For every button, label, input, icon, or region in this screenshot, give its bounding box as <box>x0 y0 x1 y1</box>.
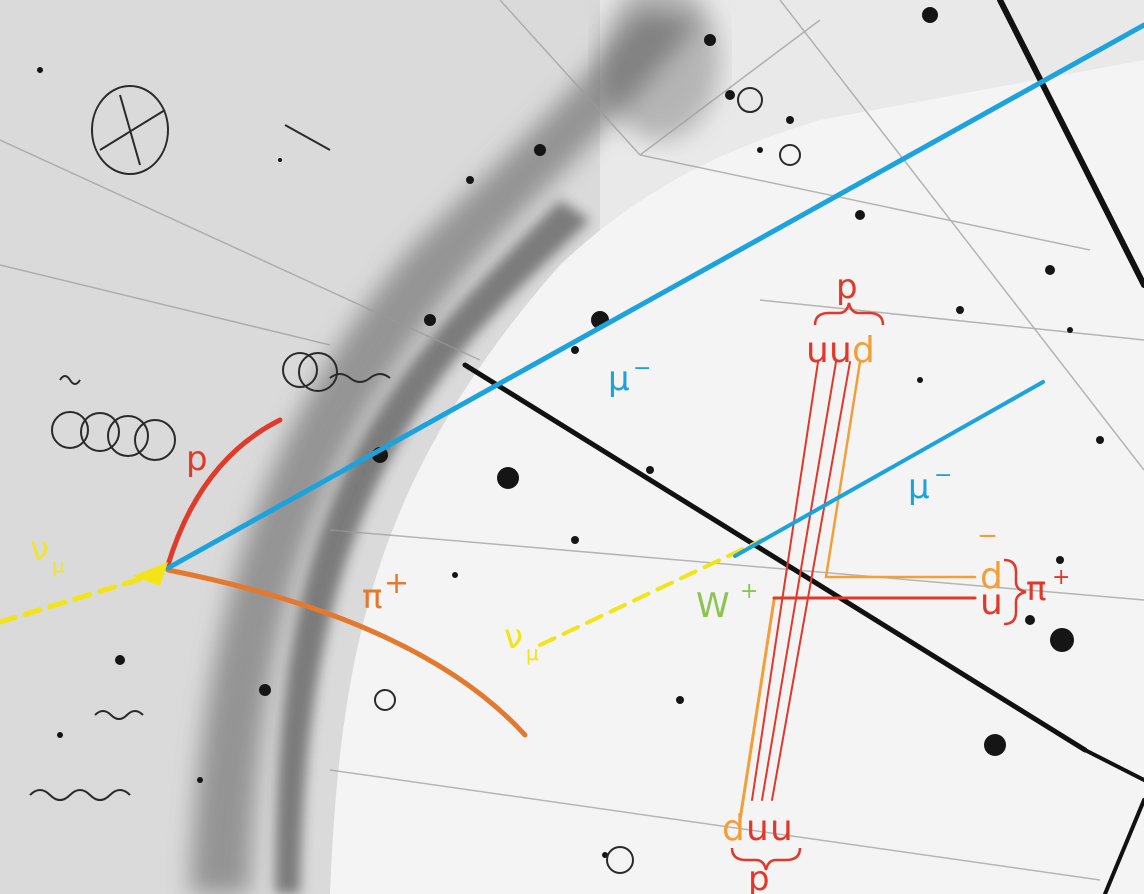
svg-text:π: π <box>362 577 382 617</box>
pion-quark-u: u <box>980 582 1003 623</box>
feynman-muon-line <box>733 380 1045 558</box>
top-quark-2: u <box>829 330 852 371</box>
top-brace <box>813 302 885 326</box>
photo-dark-blotch <box>600 0 720 140</box>
chamber-boundary-lines <box>462 0 1144 894</box>
svg-text:+: + <box>740 579 758 604</box>
pion-quarks: ‾ d u π + <box>979 531 1070 626</box>
proton-track-label: p <box>186 439 208 479</box>
pion-track-label: π + <box>362 566 409 617</box>
svg-text:ν: ν <box>30 529 49 569</box>
feynman-diagram <box>538 360 1045 822</box>
muon-track <box>165 22 1144 571</box>
quark-line-d-bottom <box>738 598 776 822</box>
photo-dark-band <box>190 10 700 894</box>
muon-track-label: μ − <box>608 356 651 399</box>
quark-line-d-top <box>824 360 977 579</box>
svg-text:p: p <box>836 267 858 307</box>
svg-text:ν: ν <box>504 617 523 657</box>
top-quark-3: d <box>852 330 875 371</box>
feynman-muon-label: μ − <box>908 463 952 507</box>
svg-text:π: π <box>1026 569 1046 609</box>
svg-text:−: − <box>934 463 952 488</box>
proton-track <box>165 417 283 568</box>
svg-text:p: p <box>748 859 770 894</box>
svg-text:+: + <box>384 566 409 601</box>
pion-track <box>165 567 528 738</box>
pion-quark-dbar: d <box>980 556 1003 597</box>
neutrino-track-label: ν μ <box>30 529 65 577</box>
quark-line-up-2 <box>761 361 837 801</box>
w-boson-label: W + <box>696 579 758 626</box>
bottom-quark-1: d <box>722 808 745 849</box>
svg-text:μ: μ <box>52 553 65 577</box>
photo-spiral-tracks <box>29 85 801 874</box>
interaction-vertex <box>133 562 168 586</box>
svg-text:−: − <box>633 356 651 381</box>
quark-line-up-1 <box>751 361 819 801</box>
svg-text:+: + <box>1052 565 1070 590</box>
photo-bright-region <box>330 60 1144 894</box>
bottom-quark-3: u <box>770 808 793 849</box>
svg-text:μ: μ <box>526 641 539 665</box>
bottom-baryon: d u u p <box>722 808 802 894</box>
chamber-specks <box>37 7 1104 858</box>
quark-line-up-3 <box>771 361 851 801</box>
interaction-tracks <box>0 22 1144 738</box>
svg-text:μ: μ <box>608 359 630 399</box>
bottom-quark-2: u <box>746 808 769 849</box>
neutrino-track <box>0 570 163 625</box>
feynman-neutrino-label: ν μ <box>504 617 539 665</box>
pion-brace <box>1003 558 1027 626</box>
feynman-neutrino-line <box>538 538 764 647</box>
svg-text:μ: μ <box>908 467 930 507</box>
top-baryon: p u u d <box>806 267 885 371</box>
top-quark-1: u <box>806 330 829 371</box>
svg-text:W: W <box>696 586 730 626</box>
pion-dbar-mark: ‾ <box>979 531 996 566</box>
bottom-brace <box>730 847 802 871</box>
